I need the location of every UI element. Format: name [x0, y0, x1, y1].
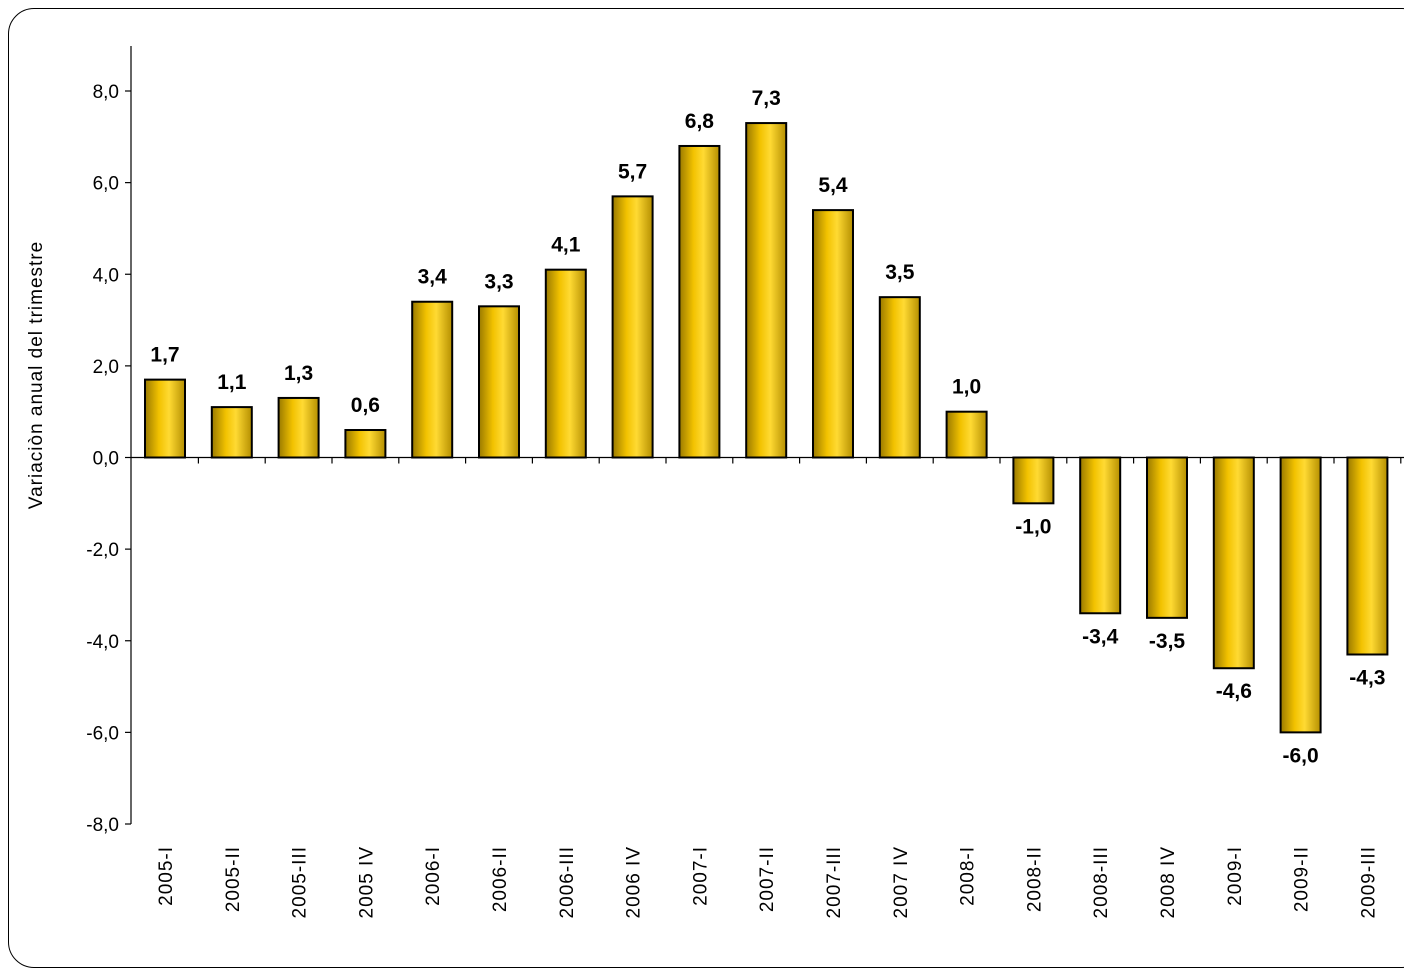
y-tick-label: 0,0 [93, 449, 119, 470]
x-tick-label: 2009-I [1225, 846, 1246, 906]
data-label: 5,4 [818, 174, 848, 197]
data-label: -1,0 [1015, 515, 1051, 538]
y-tick-label: 6,0 [93, 174, 119, 195]
x-tick-label: 2009-II [1292, 846, 1313, 912]
x-tick-label: 2007-I [690, 846, 711, 906]
y-tick-label: 2,0 [93, 357, 119, 378]
data-label: 1,7 [150, 344, 179, 367]
bar [544, 268, 587, 459]
data-labels: 1,7 1,1 1,3 0,6 3,4 3,3 4,1 5,7 6,8 7,3 5,4 3,5 1,0 -… [150, 87, 1385, 767]
x-tick-label: 2006-I [423, 846, 444, 906]
data-label: 3,4 [418, 266, 448, 289]
bar [1146, 456, 1188, 619]
bar [678, 144, 721, 459]
bar [478, 305, 520, 459]
data-label: 6,8 [685, 110, 715, 133]
y-axis-label: Variaciòn anual del trimestre [26, 241, 47, 509]
bars [144, 122, 1389, 734]
bar [1212, 456, 1255, 670]
bar [210, 406, 253, 459]
bar [611, 195, 654, 459]
x-tick-label: 2006-II [490, 846, 511, 912]
data-label: 4,1 [551, 234, 581, 257]
bar [277, 396, 320, 459]
bar [1279, 456, 1322, 734]
y-tick-label: -8,0 [86, 815, 119, 836]
x-tick-label: 2005 IV [356, 846, 377, 919]
data-label: 3,5 [885, 261, 915, 284]
x-tick-label: 2008 IV [1158, 846, 1179, 919]
data-label: 0,6 [351, 394, 380, 417]
bar [878, 296, 921, 459]
y-tick-label: -2,0 [86, 540, 119, 561]
bar [344, 429, 387, 459]
bar [945, 410, 988, 459]
data-label: -4,3 [1349, 666, 1385, 689]
x-tick-label: 2008-II [1024, 846, 1045, 912]
data-label: 1,3 [284, 362, 313, 385]
x-tick-label: 2006-III [557, 846, 578, 918]
bar [411, 300, 454, 459]
bar [745, 122, 788, 459]
x-tick-label: 2008-III [1091, 846, 1112, 918]
data-label: -4,6 [1216, 680, 1252, 703]
data-label: -3,5 [1149, 630, 1186, 653]
data-label: 1,1 [217, 371, 247, 394]
y-tick-label: -4,0 [86, 632, 119, 653]
data-label: 7,3 [752, 87, 781, 110]
x-tick-label: 2005-II [223, 846, 244, 912]
y-tick-label: 4,0 [93, 265, 119, 286]
bar [1079, 456, 1122, 615]
x-tick-label: 2009-III [1358, 846, 1379, 918]
x-tick-label: 2007-III [824, 846, 845, 918]
x-tick-label: 2007-II [757, 846, 778, 912]
data-label: 1,0 [952, 376, 981, 399]
x-tick-label: 2006 IV [624, 846, 645, 919]
data-label: 3,3 [484, 270, 513, 293]
y-tick-label: -6,0 [86, 723, 119, 744]
bar [812, 209, 854, 459]
bar [1346, 456, 1389, 656]
y-tick-labels: 8,0 6,0 4,0 2,0 0,0 -2,0 -4,0 -6,0 -8,0 [86, 82, 119, 836]
y-tick-label: 8,0 [93, 82, 119, 103]
bar [144, 378, 186, 459]
y-axis-label-group: Variaciòn anual del trimestre [26, 241, 47, 509]
data-label: 5,7 [618, 160, 647, 183]
x-tick-label: 2007 IV [891, 846, 912, 919]
x-tick-label: 2005-I [156, 846, 177, 906]
data-label: -3,4 [1082, 625, 1119, 648]
bar [1012, 456, 1055, 505]
x-tick-label: 2008-I [958, 846, 979, 906]
data-label: -6,0 [1283, 744, 1319, 767]
x-tick-labels: 2005-I 2005-II 2005-III 2005 IV 2006-I 2006-I… [156, 846, 1379, 919]
bar-chart: Variaciòn anual del trimestre 1,7 1,1 1,3 0… [26, 46, 1404, 919]
x-tick-label: 2005-III [290, 846, 311, 918]
